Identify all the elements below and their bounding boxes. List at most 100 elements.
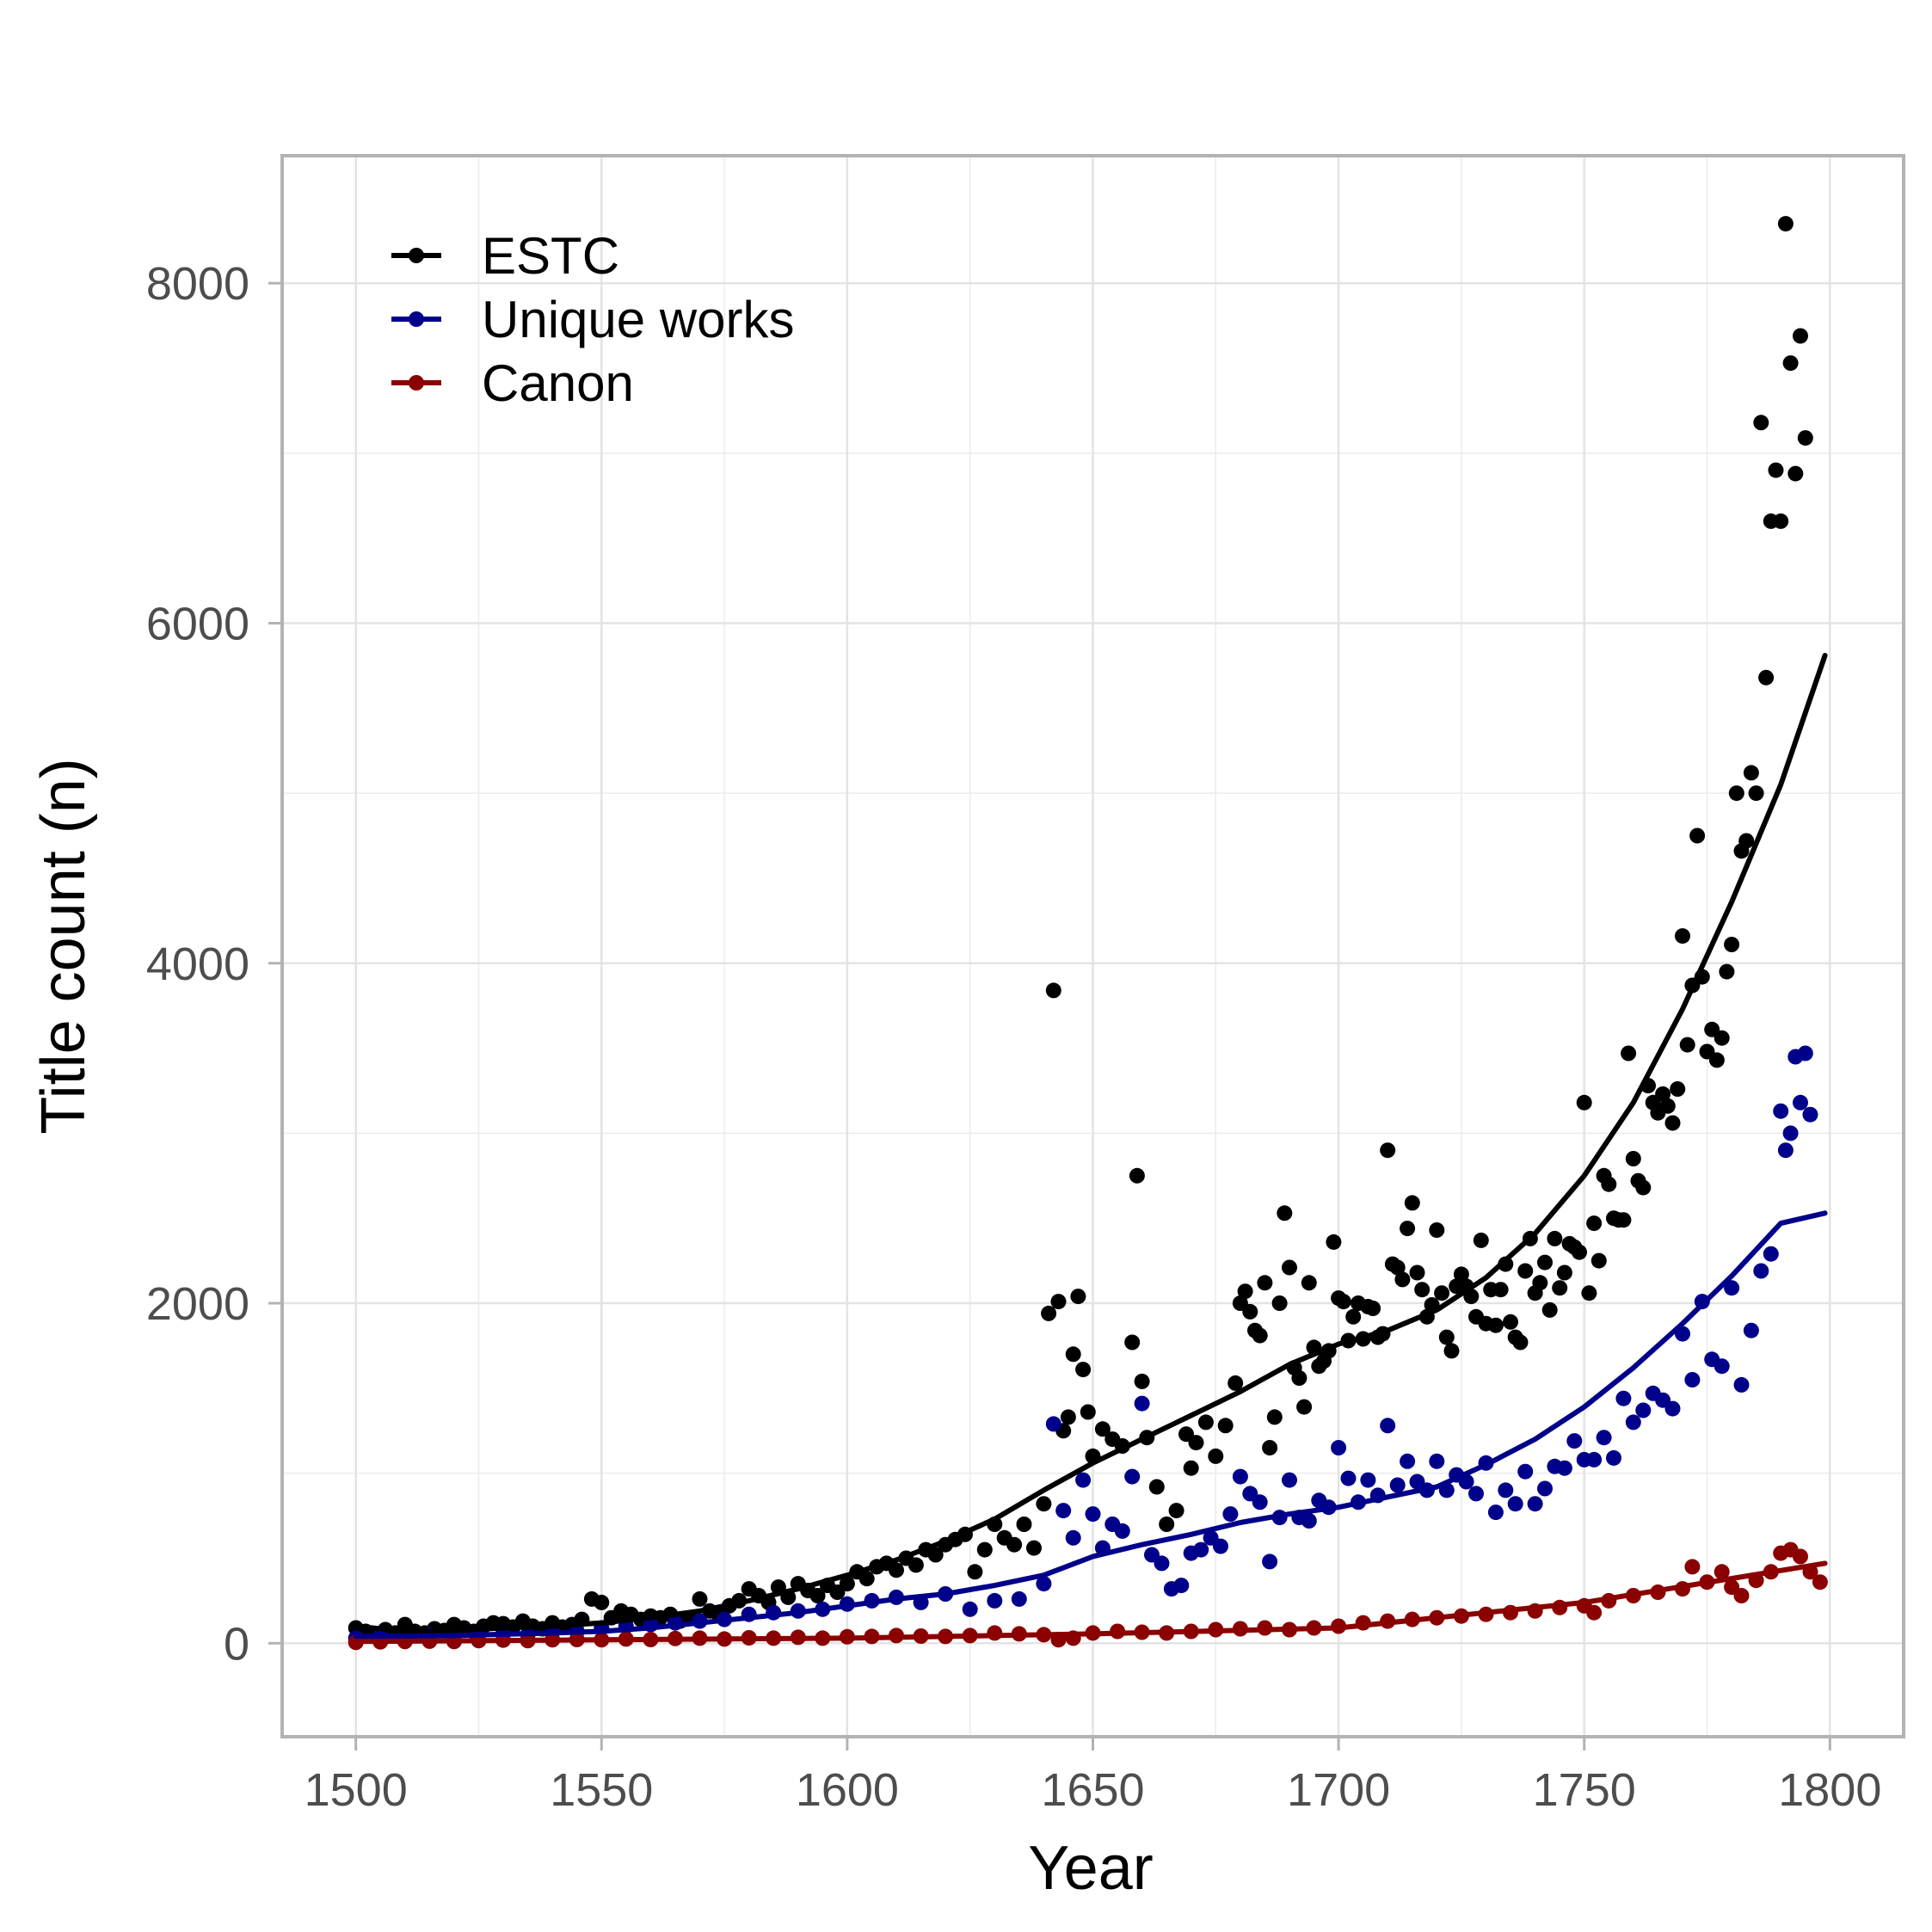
data-point-unique-works bbox=[1340, 1470, 1357, 1486]
data-point-estc bbox=[1576, 1094, 1592, 1111]
data-point-estc bbox=[889, 1562, 904, 1578]
data-point-unique-works bbox=[1154, 1555, 1170, 1572]
data-point-unique-works bbox=[1487, 1504, 1504, 1521]
data-point-unique-works bbox=[1213, 1538, 1228, 1554]
data-point-unique-works bbox=[1586, 1451, 1603, 1467]
data-point-estc bbox=[1738, 833, 1755, 849]
trend-line-estc bbox=[353, 653, 1828, 1634]
data-point-estc bbox=[1797, 430, 1813, 446]
data-point-estc bbox=[1453, 1266, 1469, 1283]
data-point-estc bbox=[1586, 1215, 1603, 1232]
data-point-estc bbox=[976, 1541, 993, 1558]
data-point-estc bbox=[1556, 1264, 1572, 1281]
data-point-estc bbox=[1006, 1536, 1023, 1553]
data-point-estc bbox=[1380, 1142, 1396, 1159]
data-point-estc bbox=[1208, 1448, 1224, 1464]
data-point-estc bbox=[1409, 1264, 1425, 1281]
legend-label: Unique works bbox=[482, 291, 795, 348]
data-point-estc bbox=[1291, 1370, 1307, 1386]
x-tick-label: 1650 bbox=[1041, 1764, 1144, 1816]
data-point-estc bbox=[1787, 465, 1804, 482]
data-point-estc bbox=[1591, 1252, 1607, 1269]
data-point-estc bbox=[1129, 1167, 1145, 1184]
data-point-estc bbox=[1777, 216, 1794, 232]
data-point-estc bbox=[1394, 1271, 1411, 1288]
data-point-unique-works bbox=[1429, 1453, 1445, 1469]
data-point-estc bbox=[1768, 462, 1784, 478]
data-point-estc bbox=[1148, 1479, 1165, 1495]
data-point-estc bbox=[1217, 1418, 1234, 1434]
data-point-unique-works bbox=[962, 1601, 978, 1617]
data-point-estc bbox=[1655, 1086, 1671, 1102]
data-point-unique-works bbox=[1507, 1496, 1523, 1512]
legend-label: ESTC bbox=[482, 227, 619, 285]
legend-key-point bbox=[409, 311, 424, 327]
data-point-estc bbox=[1335, 1294, 1351, 1310]
data-point-estc bbox=[1621, 1045, 1637, 1061]
data-point-unique-works bbox=[1743, 1322, 1759, 1338]
data-point-canon bbox=[1586, 1604, 1603, 1621]
data-point-unique-works bbox=[1596, 1430, 1612, 1446]
data-point-estc bbox=[1326, 1234, 1342, 1250]
data-point-unique-works bbox=[1556, 1460, 1572, 1476]
data-point-estc bbox=[1345, 1308, 1362, 1325]
legend: ESTC Unique works Canon bbox=[391, 227, 795, 412]
legend-label: Canon bbox=[482, 354, 634, 412]
x-tick-label: 1500 bbox=[305, 1764, 408, 1816]
data-point-estc bbox=[1124, 1334, 1141, 1351]
data-point-estc bbox=[1188, 1435, 1204, 1451]
data-point-estc bbox=[1728, 785, 1744, 802]
data-point-estc bbox=[1670, 1081, 1686, 1097]
data-point-unique-works bbox=[1085, 1506, 1101, 1523]
data-point-estc bbox=[1237, 1283, 1253, 1300]
data-point-estc bbox=[908, 1557, 924, 1573]
legend-item-unique-works: Unique works bbox=[391, 291, 795, 348]
data-point-unique-works bbox=[1714, 1358, 1730, 1375]
data-point-unique-works bbox=[1635, 1402, 1652, 1418]
data-point-unique-works bbox=[1075, 1472, 1092, 1488]
data-point-estc bbox=[1601, 1176, 1617, 1192]
data-point-estc bbox=[1473, 1232, 1489, 1248]
data-point-unique-works bbox=[1011, 1591, 1027, 1607]
data-point-estc bbox=[1492, 1282, 1509, 1298]
data-point-estc bbox=[1075, 1362, 1092, 1378]
data-point-unique-works bbox=[1724, 1280, 1740, 1296]
data-point-estc bbox=[1134, 1373, 1150, 1389]
data-point-unique-works bbox=[1400, 1453, 1416, 1469]
data-point-estc bbox=[1581, 1285, 1597, 1301]
data-point-unique-works bbox=[1380, 1418, 1396, 1434]
data-point-estc bbox=[1400, 1221, 1416, 1237]
data-point-estc bbox=[1045, 982, 1061, 999]
data-point-unique-works bbox=[1797, 1045, 1813, 1061]
data-point-unique-works bbox=[1566, 1433, 1583, 1449]
data-point-estc bbox=[1659, 1098, 1676, 1114]
data-point-estc bbox=[1296, 1399, 1313, 1415]
data-point-estc bbox=[1753, 415, 1769, 431]
data-point-unique-works bbox=[1498, 1482, 1514, 1498]
trend-line-unique-works bbox=[353, 1210, 1828, 1640]
data-point-estc bbox=[1301, 1275, 1317, 1291]
data-point-estc bbox=[1227, 1375, 1244, 1391]
data-point-unique-works bbox=[1793, 1094, 1808, 1111]
data-point-unique-works bbox=[1193, 1541, 1209, 1558]
data-point-estc bbox=[1262, 1440, 1278, 1455]
data-point-estc bbox=[1503, 1314, 1518, 1330]
data-point-unique-works bbox=[1625, 1414, 1641, 1431]
data-point-estc bbox=[1438, 1329, 1455, 1345]
data-point-estc bbox=[1625, 1151, 1641, 1166]
x-tick-label: 1800 bbox=[1778, 1764, 1881, 1816]
data-point-unique-works bbox=[1733, 1376, 1750, 1393]
data-point-estc bbox=[1743, 765, 1759, 781]
data-point-estc bbox=[1168, 1503, 1184, 1519]
data-point-canon bbox=[1793, 1548, 1808, 1565]
data-point-estc bbox=[1266, 1409, 1283, 1425]
data-point-estc bbox=[1719, 963, 1735, 980]
data-point-estc bbox=[1714, 1030, 1730, 1046]
data-point-unique-works bbox=[1527, 1496, 1543, 1512]
data-point-estc bbox=[1159, 1517, 1175, 1532]
plot-panel-border bbox=[280, 154, 1905, 1738]
data-point-estc bbox=[1060, 1409, 1076, 1425]
data-point-unique-works bbox=[1232, 1468, 1248, 1485]
data-point-estc bbox=[1277, 1205, 1293, 1221]
data-point-estc bbox=[1635, 1179, 1652, 1196]
